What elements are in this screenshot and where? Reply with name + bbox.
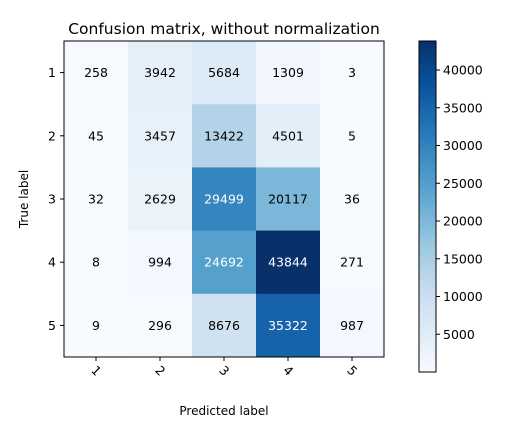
y-tick-label: 1 (48, 65, 56, 80)
heatmap-cell (192, 293, 257, 358)
heatmap-value-label: 1309 (272, 65, 304, 80)
colorbar-gradient (418, 40, 437, 373)
heatmap-cell (256, 167, 321, 231)
heatmap-cell (320, 41, 385, 105)
heatmap-cell (192, 230, 257, 295)
heatmap-value-label: 296 (148, 318, 172, 333)
chart-title: Confusion matrix, without normalization (68, 20, 380, 38)
colorbar-tick-label: 25000 (443, 176, 483, 191)
heatmap-cell (320, 293, 385, 358)
y-tick-label: 3 (48, 192, 56, 207)
heatmap-cell (256, 230, 321, 295)
heatmap-value-label: 5684 (208, 65, 240, 80)
heatmap-value-label: 8 (92, 255, 100, 270)
x-tick-label: 3 (216, 363, 232, 379)
heatmap-value-label: 13422 (204, 128, 244, 143)
heatmap-cell (128, 104, 193, 168)
colorbar-tick-label: 40000 (443, 63, 483, 78)
heatmap-cell (256, 104, 321, 168)
colorbar-tick-label: 20000 (443, 214, 483, 229)
heatmap-value-label: 36 (344, 192, 360, 207)
y-tick-label: 4 (48, 255, 56, 270)
heatmap-value-label: 258 (84, 65, 108, 80)
heatmap-cell (128, 41, 193, 105)
heatmap-value-label: 43844 (268, 255, 308, 270)
heatmap-value-label: 24692 (204, 255, 244, 270)
heatmap-value-label: 987 (340, 318, 364, 333)
heatmap-cell (64, 104, 129, 168)
heatmap-value-label: 35322 (268, 318, 308, 333)
heatmap-value-label: 994 (148, 255, 172, 270)
heatmap-value-label: 271 (340, 255, 364, 270)
y-axis-label: True label (17, 170, 31, 229)
colorbar-tick-label: 5000 (443, 327, 475, 342)
heatmap-cell (64, 230, 129, 295)
x-tick-label: 5 (344, 363, 360, 379)
heatmap-value-label: 29499 (204, 192, 244, 207)
x-tick-label: 1 (88, 363, 104, 379)
heatmap-cell (192, 104, 257, 168)
heatmap-value-label: 32 (88, 192, 104, 207)
heatmap-cell (192, 41, 257, 105)
heatmap-cell (64, 167, 129, 231)
colorbar-tick-label: 35000 (443, 100, 483, 115)
heatmap-cell (128, 167, 193, 231)
heatmap-cell (64, 41, 129, 105)
heatmap-value-label: 20117 (268, 192, 308, 207)
colorbar-tick-label: 15000 (443, 251, 483, 266)
heatmap-cell (128, 230, 193, 295)
x-axis-label: Predicted label (179, 404, 268, 418)
heatmap-cells (64, 41, 385, 358)
heatmap-value-label: 2629 (144, 192, 176, 207)
heatmap-value-label: 4501 (272, 128, 304, 143)
x-tick-label: 2 (152, 363, 168, 379)
heatmap-value-labels: 258 3942 5684 1309 3 45 3457 13422 4501 5 32 2629 29… (84, 65, 364, 333)
heatmap-cell (256, 293, 321, 358)
y-axis-ticks: 1 2 3 4 5 (48, 65, 64, 333)
colorbar: 5000 10000 15000 20000 25000 30000 35000 40000 (418, 40, 483, 373)
heatmap-cell (320, 167, 385, 231)
x-tick-label: 4 (280, 363, 296, 379)
heatmap-value-label: 9 (92, 318, 100, 333)
y-tick-label: 2 (48, 128, 56, 143)
heatmap-cell (128, 293, 193, 358)
x-axis-ticks: 1 2 3 4 5 (88, 357, 360, 379)
heatmap-cell (192, 167, 257, 231)
heatmap-value-label: 3457 (144, 128, 176, 143)
heatmap-cell (320, 104, 385, 168)
heatmap-value-label: 3942 (144, 65, 176, 80)
heatmap-value-label: 5 (348, 128, 356, 143)
colorbar-ticks: 5000 10000 15000 20000 25000 30000 35000 40000 (436, 63, 483, 342)
heatmap-cell (256, 41, 321, 105)
heatmap-value-label: 8676 (208, 318, 240, 333)
heatmap-value-label: 3 (348, 65, 356, 80)
heatmap-value-label: 45 (88, 128, 104, 143)
colorbar-tick-label: 30000 (443, 138, 483, 153)
y-tick-label: 5 (48, 318, 56, 333)
colorbar-tick-label: 10000 (443, 289, 483, 304)
heatmap-cell (320, 230, 385, 295)
heatmap-cell (64, 293, 129, 358)
